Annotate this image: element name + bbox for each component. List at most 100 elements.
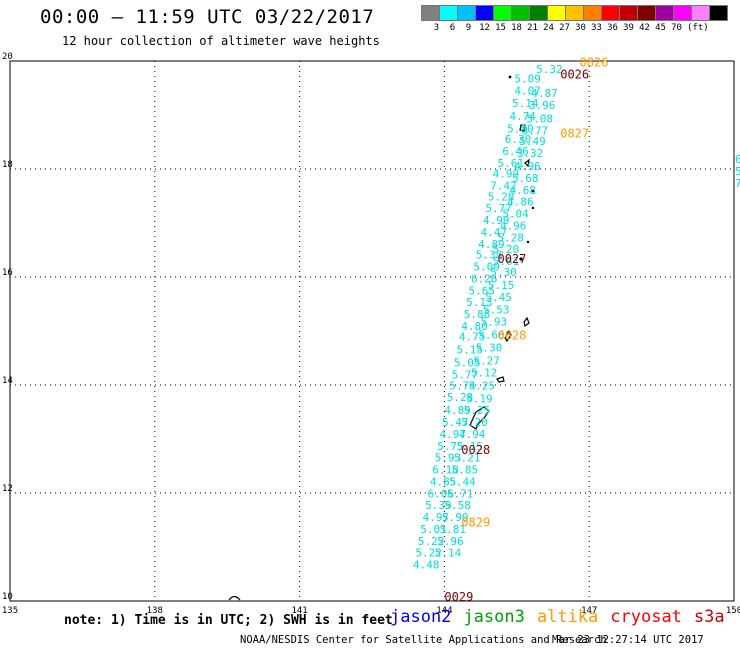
wave-height-label: 4.48	[413, 559, 440, 572]
wave-height-label: 4.89	[478, 238, 505, 251]
wave-height-label: 4.47	[481, 226, 508, 239]
satellite-jason3: jason3	[463, 607, 525, 627]
wave-height-label: 4.07	[514, 84, 541, 97]
legend-tick-label: 39	[623, 23, 634, 33]
wave-height-label: 5.81	[440, 523, 467, 536]
edge-fragment: 6 5 7	[735, 153, 740, 190]
wave-height-label: 4.97	[423, 511, 450, 524]
wave-height-label: 4.80	[461, 320, 488, 333]
satellite-legend: jason2 jason3 altika cryosat s3a	[390, 607, 725, 627]
wave-height-label: 5.20	[461, 416, 488, 429]
wave-height-label: 5.66	[478, 329, 505, 342]
wave-height-label: 5.47	[442, 416, 469, 429]
legend-unit: (ft)	[687, 23, 709, 33]
legend-tick-label: 15	[495, 23, 506, 33]
wave-height-label: 4.75	[459, 331, 486, 344]
wave-height-label: 4.99	[483, 214, 510, 227]
edge-wave-label: 5	[735, 165, 740, 178]
wave-height-label: 5.61	[497, 157, 524, 170]
pass-time-label: 0027	[497, 252, 526, 266]
lat-tick-label: 10	[2, 592, 13, 602]
legend-tick-label: 6	[449, 23, 456, 33]
wave-height-label: 4.89	[444, 404, 471, 417]
legend-tick-label: 3	[433, 23, 440, 33]
wave-height-label: 4.96	[514, 160, 541, 173]
wave-height-label: 5.53	[483, 304, 510, 317]
wave-height-label: 5.25	[469, 379, 496, 392]
wave-height-label: 5.44	[449, 475, 476, 488]
wave-height-label: 5.28	[488, 190, 514, 203]
wave-height-label: 5.14	[512, 97, 539, 110]
wave-height-label: 6.26	[471, 272, 498, 285]
wave-height-label: 5.68	[512, 172, 539, 185]
wave-height-label: 5.93	[435, 452, 462, 465]
wave-height-label: 5.39	[425, 499, 452, 512]
sarigan-island	[526, 240, 530, 244]
wave-height-label: 5.21	[454, 452, 481, 465]
wave-height-label: 5.88	[464, 308, 491, 321]
legend-tick-label: 24	[543, 23, 554, 33]
wave-height-label: 5.25	[464, 404, 491, 417]
anatahan-island	[519, 257, 523, 261]
color-legend: 3 6 9 12 15 18 21 24 27 30 33 36 39 42 45 70 (ft)	[421, 5, 728, 33]
legend-tick-label: 36	[607, 23, 618, 33]
wave-height-label: 5.14	[435, 547, 462, 560]
wave-height-label: 4.86	[507, 196, 534, 209]
wave-height-label: 4.87	[531, 87, 558, 100]
legend-tick-label: 9	[465, 23, 472, 33]
wave-height-label: 5.22	[415, 547, 442, 560]
wave-height-label: 4.85	[430, 475, 457, 488]
lon-tick-label: 144	[436, 606, 452, 616]
legend-swatch	[709, 5, 728, 21]
pass-time-label: 0029	[444, 590, 473, 604]
wave-height-label: 4.96	[500, 219, 527, 232]
wave-height-label: 5.90	[442, 511, 469, 524]
pass-time-label: 0826	[580, 55, 609, 69]
wave-height-label: 3.32	[517, 147, 544, 160]
wave-height-label: 5.28	[497, 231, 524, 244]
wave-height-label: 5.75	[437, 440, 464, 453]
wave-height-label: 5.65	[469, 284, 496, 297]
wave-height-label: 6.46	[502, 145, 529, 158]
legend-tick-label: 12	[479, 23, 490, 33]
wave-height-label: 5.30	[476, 342, 503, 355]
edge-wave-label: 6	[735, 153, 740, 166]
tinian-island	[523, 316, 530, 328]
wave-height-label: 6.30	[505, 133, 532, 146]
edge-wave-label: 7	[735, 177, 740, 190]
legend-tick-label: 70	[671, 23, 682, 33]
legend-tick-label: 30	[575, 23, 586, 33]
wave-height-label: 5.08	[526, 113, 553, 126]
lon-tick-label: 141	[291, 606, 307, 616]
wave-height-label: 5.32	[536, 63, 563, 76]
lat-tick-label: 14	[2, 376, 13, 386]
lon-tick-label: 150	[726, 606, 740, 616]
pass-time-label: 0028	[461, 443, 490, 457]
wave-height-label: 5.96	[437, 535, 464, 548]
legend-ticks: 3 6 9 12 15 18 21 24 27 30 33 36 39 42 45 70 (ft)	[422, 23, 728, 33]
wave-height-label: 5.19	[466, 392, 493, 405]
wave-height-label: 5.27	[473, 354, 500, 367]
wave-height-label: 5.04	[502, 208, 529, 221]
wave-height-label: 5.05	[454, 357, 481, 370]
satellite-jason2: jason2	[390, 607, 452, 627]
pass-time-label: 0827	[560, 127, 589, 141]
yap-island	[228, 595, 241, 601]
wave-height-label: 7.42	[490, 180, 516, 193]
wave-height-label: 5.85	[452, 464, 479, 477]
lat-tick-label: 20	[2, 52, 13, 62]
pagan-island	[524, 158, 530, 168]
wave-height-label: 5.09	[514, 73, 541, 86]
page-subtitle: 12 hour collection of altimeter wave hei…	[62, 34, 380, 48]
farallon-island	[508, 75, 512, 79]
wave-height-label: 5.13	[466, 296, 493, 309]
lon-tick-label: 138	[147, 606, 163, 616]
wave-height-label: 4.97	[440, 428, 467, 441]
guam-island	[469, 406, 490, 430]
wave-height-label: 5.30	[490, 266, 516, 279]
wave-height-label: 5.93	[481, 316, 508, 329]
wave-height-label: 5.09	[473, 261, 500, 274]
legend-swatches	[421, 5, 728, 21]
